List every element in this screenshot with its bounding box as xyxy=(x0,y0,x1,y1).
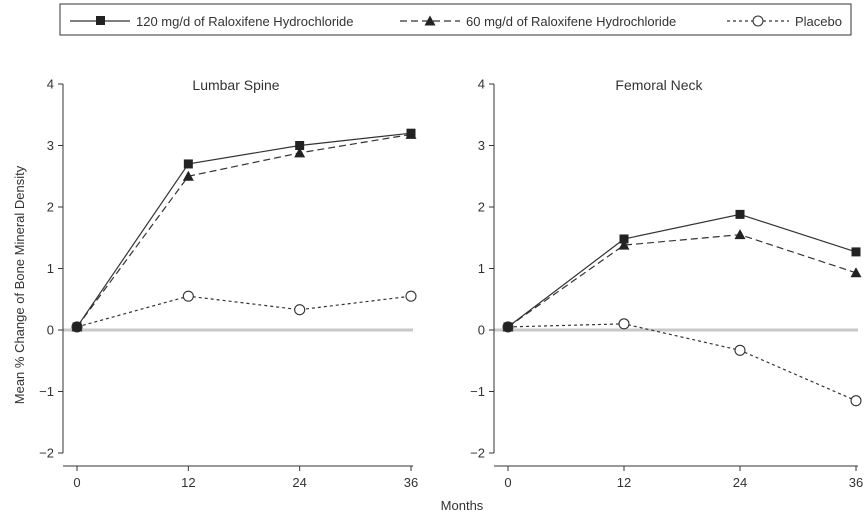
series-line-60mg xyxy=(507,234,857,328)
series-line-placebo xyxy=(507,323,857,402)
x-tick-label: 0 xyxy=(73,475,80,490)
data-point-60mg xyxy=(294,147,306,158)
data-point-placebo xyxy=(618,318,630,330)
legend-label-120mg: 120 mg/d of Raloxifene Hydrochloride xyxy=(136,14,354,29)
legend-box xyxy=(59,3,852,36)
data-point-60mg xyxy=(850,267,862,278)
x-tick-label: 36 xyxy=(849,475,863,490)
data-point-120mg xyxy=(406,128,416,138)
series-line-120mg xyxy=(76,132,412,328)
data-point-placebo xyxy=(850,395,862,407)
y-tick-label: −1 xyxy=(39,384,54,399)
data-point-60mg xyxy=(734,229,746,240)
legend: 120 mg/d of Raloxifene Hydrochloride 60 … xyxy=(59,3,852,36)
panel-title: Femoral Neck xyxy=(615,77,703,93)
legend-marker-circle xyxy=(752,15,764,27)
data-point-120mg xyxy=(503,322,513,332)
x-tick-label: 0 xyxy=(504,475,511,490)
y-tick-label: 2 xyxy=(478,200,485,215)
data-point-placebo xyxy=(182,290,194,302)
data-point-120mg xyxy=(183,159,193,169)
y-tick-label: 1 xyxy=(47,261,54,276)
data-point-120mg xyxy=(735,209,745,219)
x-tick-label: 12 xyxy=(181,475,195,490)
series-line-60mg xyxy=(76,133,412,328)
data-point-120mg xyxy=(619,234,629,244)
x-axis-label: Months xyxy=(441,498,484,513)
data-point-placebo xyxy=(294,304,306,316)
data-point-120mg xyxy=(72,322,82,332)
data-point-120mg xyxy=(851,247,861,257)
x-tick-label: 36 xyxy=(404,475,418,490)
data-point-placebo xyxy=(734,344,746,356)
data-point-60mg xyxy=(182,170,194,181)
y-tick-label: 0 xyxy=(478,323,485,338)
y-tick-label: −2 xyxy=(39,446,54,461)
legend-label-60mg: 60 mg/d of Raloxifene Hydrochloride xyxy=(466,14,676,29)
y-tick-label: 2 xyxy=(47,200,54,215)
legend-marker-triangle xyxy=(424,15,436,26)
x-tick-label: 24 xyxy=(292,475,306,490)
y-tick-label: −2 xyxy=(470,446,485,461)
data-point-placebo xyxy=(405,290,417,302)
y-tick-label: 4 xyxy=(478,77,485,92)
y-tick-label: 3 xyxy=(478,138,485,153)
series-line-120mg xyxy=(507,213,857,328)
y-tick-label: 4 xyxy=(47,77,54,92)
y-axis-label: Mean % Change of Bone Mineral Density xyxy=(12,165,27,404)
series-line-placebo xyxy=(76,295,412,328)
data-point-60mg xyxy=(618,239,630,250)
data-point-120mg xyxy=(295,141,305,150)
legend-label-placebo: Placebo xyxy=(795,14,842,29)
y-tick-label: 3 xyxy=(47,138,54,153)
panel-title: Lumbar Spine xyxy=(192,77,279,93)
x-tick-label: 12 xyxy=(617,475,631,490)
legend-marker-square xyxy=(96,16,105,25)
y-tick-label: −1 xyxy=(470,384,485,399)
y-tick-label: 1 xyxy=(478,261,485,276)
x-tick-label: 24 xyxy=(733,475,747,490)
y-tick-label: 0 xyxy=(47,323,54,338)
